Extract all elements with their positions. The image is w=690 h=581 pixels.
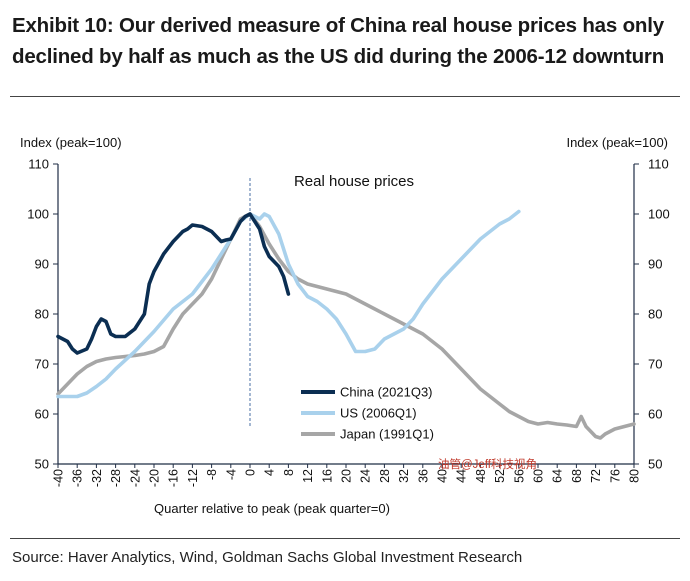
legend-label-japan: Japan (1991Q1) — [340, 427, 434, 442]
series-line-japan — [56, 212, 636, 440]
x-tick-label: -24 — [128, 469, 142, 487]
x-tick-label: 20 — [340, 469, 354, 483]
x-tick-label: 40 — [436, 469, 450, 483]
top-rule — [10, 96, 680, 97]
series-line-us — [56, 209, 521, 399]
x-tick-label: -28 — [109, 469, 123, 487]
x-tick-label: 76 — [608, 469, 622, 483]
x-tick-label: 64 — [551, 469, 565, 483]
x-tick-label: 0 — [244, 469, 258, 476]
x-tick-label: -4 — [224, 469, 238, 480]
y-tick-label-left: 90 — [35, 257, 49, 272]
x-tick-label: -40 — [52, 469, 66, 487]
x-tick-label: 12 — [301, 469, 315, 483]
legend-label-china: China (2021Q3) — [340, 385, 433, 400]
x-tick-label: 48 — [474, 469, 488, 483]
source-note: Source: Haver Analytics, Wind, Goldman S… — [12, 549, 523, 566]
x-axis-label: Quarter relative to peak (peak quarter=0… — [154, 501, 390, 516]
legend-label-us: US (2006Q1) — [340, 406, 417, 421]
legend: China (2021Q3) US (2006Q1) Japan (1991Q1) — [301, 385, 434, 442]
y-tick-label-right: 70 — [648, 357, 662, 372]
x-tick-label: 52 — [493, 469, 507, 483]
x-tick-label: -20 — [148, 469, 162, 487]
y-tick-label-left: 80 — [35, 307, 49, 322]
x-tick-label: 72 — [589, 469, 603, 483]
y-tick-label-left: 60 — [35, 407, 49, 422]
x-tick-label: 68 — [570, 469, 584, 483]
y-axis-label-left: Index (peak=100) — [20, 135, 122, 150]
bottom-rule — [10, 538, 680, 539]
x-tick-label: 28 — [378, 469, 392, 483]
y-tick-label-right: 80 — [648, 307, 662, 322]
y-tick-label-right: 90 — [648, 257, 662, 272]
title-line-2: declined by half as much as the US did d… — [12, 45, 665, 68]
x-tick-label: 4 — [263, 469, 277, 476]
y-tick-label-left: 70 — [35, 357, 49, 372]
x-tick-label: 80 — [628, 469, 642, 483]
title-line-1: Exhibit 10: Our derived measure of China… — [12, 14, 664, 37]
x-tick-label: 16 — [320, 469, 334, 483]
x-tick-label: 60 — [532, 469, 546, 483]
y-tick-label-right: 60 — [648, 407, 662, 422]
x-tick-label: 56 — [512, 469, 526, 483]
x-tick-label: 24 — [359, 469, 373, 483]
x-tick-label: -32 — [90, 469, 104, 487]
x-tick-label: -36 — [71, 469, 85, 487]
y-tick-label-right: 100 — [648, 207, 670, 222]
x-tick-label: 32 — [397, 469, 411, 483]
y-tick-label-left: 100 — [27, 207, 49, 222]
y-tick-label-left: 50 — [35, 457, 49, 472]
y-tick-label-right: 50 — [648, 457, 662, 472]
chart-title: Real house prices — [294, 173, 414, 190]
y-axis-label-right: Index (peak=100) — [566, 135, 668, 150]
x-tick-label: -8 — [205, 469, 219, 480]
x-tick-label: 8 — [282, 469, 296, 476]
y-tick-label-left: 110 — [28, 157, 49, 172]
watermark: 油管@Jeff科技视角 — [438, 457, 537, 471]
x-tick-label: -12 — [186, 469, 200, 487]
y-tick-label-right: 110 — [648, 157, 669, 172]
exhibit-title: Exhibit 10: Our derived measure of China… — [12, 10, 682, 72]
x-tick-label: 44 — [455, 469, 469, 483]
series-line-china — [56, 212, 291, 355]
x-tick-label: -16 — [167, 469, 181, 487]
x-tick-label: 36 — [416, 469, 430, 483]
series-group — [56, 209, 636, 440]
